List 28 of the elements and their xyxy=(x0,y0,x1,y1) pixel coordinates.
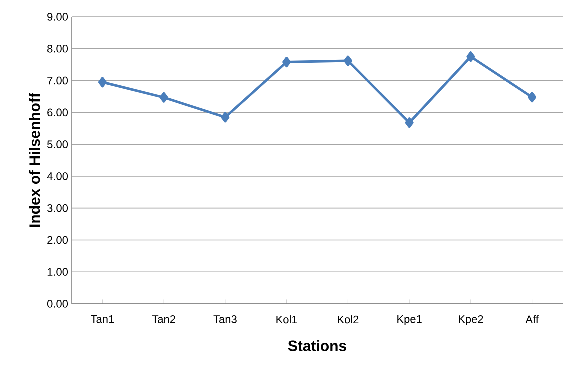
x-tick-label: Tan3 xyxy=(214,316,237,324)
point xyxy=(221,112,230,123)
x-axis-title: Stations xyxy=(288,340,346,352)
y-tick-label: 3.00 xyxy=(47,204,68,212)
y-tick-label: 6.00 xyxy=(48,108,68,117)
x-tick-label: Kpe2 xyxy=(459,316,484,326)
y-tick-label: 2.00 xyxy=(48,236,68,244)
y-tick-label: 9.00 xyxy=(48,13,68,21)
point xyxy=(466,52,476,62)
x-tick-label: Kol1 xyxy=(276,316,298,324)
x-tick-label: Kpe1 xyxy=(398,316,422,326)
point xyxy=(282,57,292,68)
x-tick-label: Tan1 xyxy=(91,316,114,324)
y-tick-label: 8.00 xyxy=(48,45,68,53)
point xyxy=(160,92,168,103)
y-tick-label: 1.00 xyxy=(48,268,68,276)
x-tick-label: Kol2 xyxy=(338,316,359,324)
point xyxy=(405,118,414,128)
y-tick-label: 5.00 xyxy=(48,140,68,148)
y-tick-label: 4.00 xyxy=(47,172,68,180)
y-tick-label: 7.00 xyxy=(48,76,68,85)
x-tick-label: Tan2 xyxy=(152,316,176,324)
y-axis-title: Index of Hilsenhoff xyxy=(29,92,40,227)
y-tick-label: 0.00 xyxy=(47,300,68,308)
point xyxy=(528,92,537,103)
x-tick-label: Aff xyxy=(526,316,539,324)
point xyxy=(98,77,107,88)
point xyxy=(344,56,352,66)
